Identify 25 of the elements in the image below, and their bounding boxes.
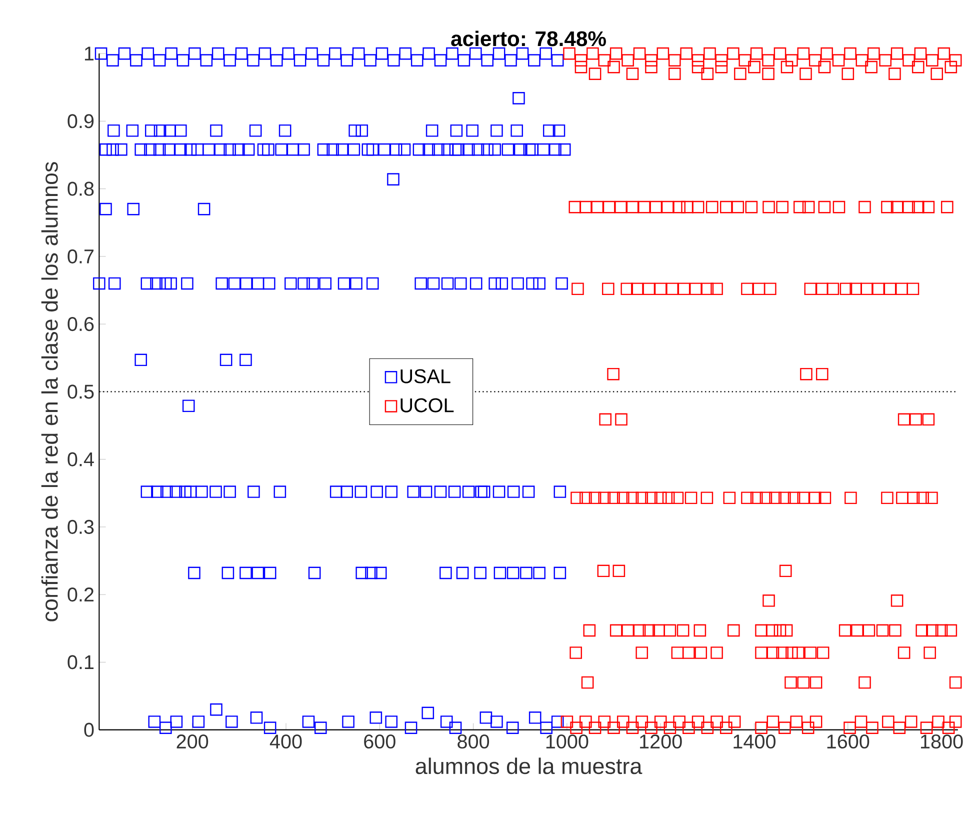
x-tick-label: 600 [364, 734, 396, 748]
y-tick-label: 0.5 [68, 384, 94, 399]
x-tick-label: 800 [458, 734, 490, 748]
y-tick-label: 0.6 [68, 316, 94, 332]
y-tick-label: 0.4 [68, 452, 94, 466]
chart-title: acierto: 78.48% [451, 30, 606, 46]
x-tick-label: 1400 [734, 734, 776, 748]
y-tick-label: 0.1 [68, 655, 94, 670]
x-tick-label: 1200 [640, 734, 682, 748]
legend-label: UCOL [400, 398, 454, 412]
legend-label: USAL [400, 369, 450, 384]
x-tick-label: 200 [176, 734, 208, 748]
y-tick-label: 0.9 [68, 114, 94, 128]
x-tick-label: 1000 [546, 734, 588, 748]
y-tick-label: 0.7 [68, 249, 94, 264]
y-tick-label: 0.3 [68, 520, 94, 534]
x-tick-label: 1600 [827, 734, 870, 748]
y-tick-label: 0.2 [68, 587, 94, 602]
x-tick-label: 1800 [920, 734, 963, 748]
y-tick-label: 0 [84, 722, 94, 737]
x-tick-label: 400 [270, 734, 302, 748]
y-tick-label: 1 [84, 46, 94, 60]
x-axis-title: alumnos de la muestra [416, 758, 642, 774]
y-axis-title: confianza de la red en la clase de los alumnos [41, 162, 58, 622]
y-tick-label: 0.8 [68, 182, 94, 196]
